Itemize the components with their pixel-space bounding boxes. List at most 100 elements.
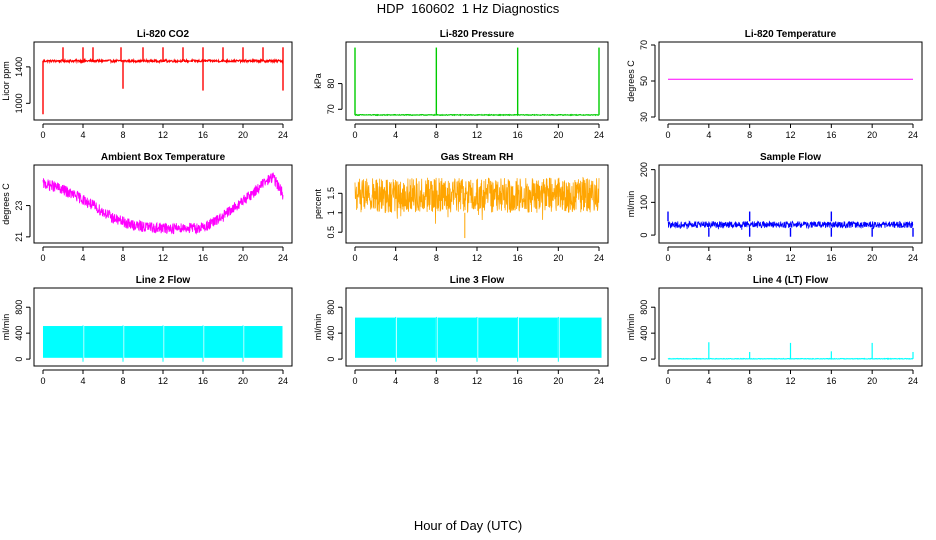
chart-panel: Li-820 Pressure kPa 0 4 8 12 16 20 24 70 80 [313, 29, 609, 140]
y-tick-label: 0 [326, 357, 336, 362]
plot-frame [345, 41, 609, 121]
y-tick-label: 1.5 [326, 187, 336, 200]
x-tick-label: 20 [553, 130, 563, 140]
x-tick-label: 20 [238, 376, 248, 386]
x-tick-label: 0 [40, 376, 45, 386]
panel-title: Line 3 Flow [450, 275, 505, 286]
y-tick-label: 100 [639, 195, 649, 210]
chart-panel: Sample Flow ml/min 0 4 8 12 16 20 24 0 100 200 [626, 152, 923, 263]
panel-title: Gas Stream RH [441, 152, 514, 163]
plot-area [43, 325, 283, 362]
series-line [354, 113, 600, 117]
panel-title: Line 4 (LT) Flow [753, 275, 829, 286]
series-area [559, 317, 602, 358]
x-tick-label: 12 [472, 130, 482, 140]
x-tick-label: 4 [80, 253, 85, 263]
plot-frame [33, 287, 293, 367]
x-tick-label: 24 [278, 376, 288, 386]
x-tick-label: 16 [198, 376, 208, 386]
series-area [244, 326, 283, 358]
panel-title: Line 2 Flow [136, 275, 191, 286]
y-axis-label: ml/min [313, 314, 323, 341]
x-tick-label: 16 [513, 253, 523, 263]
y-tick-label: 0.5 [326, 226, 336, 239]
chart-panel: Line 2 Flow ml/min 0 4 8 12 16 20 24 0 400 800 [1, 275, 293, 386]
y-tick-label: 1400 [14, 57, 24, 77]
x-tick-label: 24 [594, 130, 604, 140]
x-tick-label: 4 [393, 376, 398, 386]
y-tick-label: 70 [639, 40, 649, 50]
x-tick-label: 0 [665, 253, 670, 263]
x-tick-label: 16 [198, 130, 208, 140]
plot-frame [33, 41, 293, 121]
x-tick-label: 0 [352, 253, 357, 263]
series-line [42, 57, 284, 65]
panel-title: Li-820 Temperature [745, 29, 837, 40]
x-tick-label: 4 [706, 130, 711, 140]
x-tick-label: 20 [867, 376, 877, 386]
x-tick-label: 16 [826, 130, 836, 140]
y-tick-label: 400 [14, 326, 24, 341]
x-tick-label: 8 [434, 376, 439, 386]
plot-frame [658, 41, 923, 121]
y-tick-label: 800 [14, 300, 24, 315]
x-tick-label: 12 [158, 253, 168, 263]
y-axis-label: degrees C [1, 183, 11, 225]
plot-area [354, 47, 600, 117]
x-tick-label: 12 [158, 376, 168, 386]
panel-title: Ambient Box Temperature [101, 152, 226, 163]
series-line [354, 176, 600, 224]
x-tick-label: 20 [867, 253, 877, 263]
y-tick-label: 0 [14, 357, 24, 362]
x-tick-label: 16 [826, 376, 836, 386]
series-area [478, 317, 518, 358]
y-axis-label: ml/min [626, 314, 636, 341]
x-tick-label: 24 [908, 376, 918, 386]
y-tick-label: 1000 [14, 93, 24, 113]
x-tick-label: 4 [706, 376, 711, 386]
x-tick-label: 16 [513, 376, 523, 386]
plot-area [42, 47, 284, 115]
x-tick-label: 24 [278, 130, 288, 140]
y-tick-label: 0 [639, 357, 649, 362]
x-tick-label: 20 [553, 376, 563, 386]
y-axis-label: kPa [313, 73, 323, 89]
y-tick-label: 70 [326, 104, 336, 114]
x-tick-label: 0 [352, 130, 357, 140]
plot-frame [345, 287, 609, 367]
plot-area [354, 176, 600, 239]
plot-frame [658, 164, 923, 244]
y-tick-label: 50 [639, 76, 649, 86]
x-tick-label: 8 [434, 253, 439, 263]
x-tick-label: 8 [747, 130, 752, 140]
y-tick-label: 21 [14, 232, 24, 242]
x-tick-label: 12 [472, 376, 482, 386]
plot-area [667, 342, 914, 360]
x-tick-label: 0 [352, 376, 357, 386]
x-tick-label: 8 [120, 253, 125, 263]
x-tick-label: 4 [393, 130, 398, 140]
x-tick-label: 24 [594, 376, 604, 386]
y-tick-label: 200 [639, 162, 649, 177]
y-tick-label: 0 [639, 233, 649, 238]
x-tick-label: 8 [120, 376, 125, 386]
x-tick-label: 8 [747, 376, 752, 386]
figure-title: HDP 160602 1 Hz Diagnostics [376, 1, 560, 16]
x-axis-label: Hour of Day (UTC) [413, 518, 523, 533]
series-area [355, 317, 396, 358]
y-tick-label: 400 [326, 326, 336, 341]
y-axis-label: ml/min [626, 191, 636, 218]
series-area [437, 317, 477, 358]
x-tick-label: 16 [826, 253, 836, 263]
y-axis-label: percent [313, 188, 323, 219]
x-tick-label: 12 [785, 376, 795, 386]
x-tick-label: 12 [472, 253, 482, 263]
x-tick-label: 8 [434, 130, 439, 140]
plot-frame [345, 164, 609, 244]
x-tick-label: 4 [80, 376, 85, 386]
plot-frame [33, 164, 293, 244]
x-tick-label: 12 [785, 130, 795, 140]
chart-panel: Li-820 Temperature degrees C 0 4 8 12 16 20 24 30… [626, 29, 923, 140]
x-tick-label: 20 [867, 130, 877, 140]
